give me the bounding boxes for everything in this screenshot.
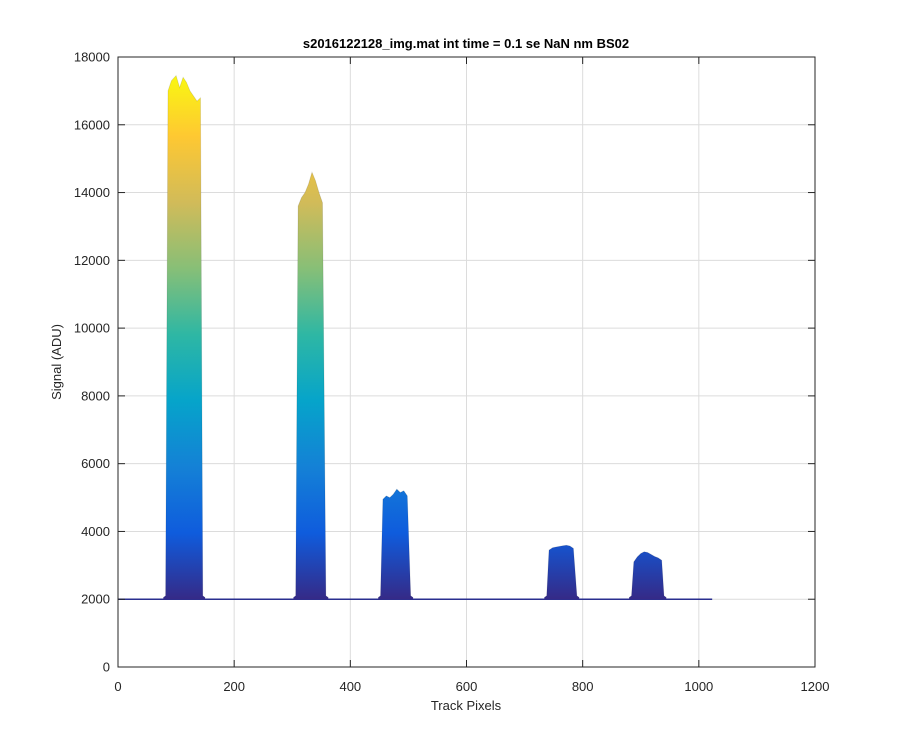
x-axis-label: Track Pixels [431, 698, 502, 713]
signal-band-2 [293, 172, 329, 600]
y-tick-label: 0 [103, 660, 110, 675]
signal-band-3-edge [377, 488, 414, 598]
signal-band-3 [378, 489, 414, 600]
x-tick-label: 0 [114, 679, 121, 694]
y-tick-label: 18000 [74, 50, 110, 65]
signal-band-2-edge [293, 170, 329, 598]
signal-band-4-edge [544, 544, 580, 598]
y-axis-label: Signal (ADU) [49, 324, 64, 400]
y-tick-label: 10000 [74, 321, 110, 336]
data-layer [118, 74, 713, 600]
y-tick-label: 14000 [74, 185, 110, 200]
y-tick-label: 2000 [81, 592, 110, 607]
grid [118, 57, 815, 667]
signal-band-5-edge [628, 551, 667, 598]
x-tick-label: 600 [456, 679, 478, 694]
x-tick-label: 200 [223, 679, 245, 694]
chart-title: s2016122128_img.mat int time = 0.1 se Na… [303, 36, 629, 51]
y-tick-label: 8000 [81, 388, 110, 403]
x-tick-label: 400 [339, 679, 361, 694]
signal-band-5 [629, 551, 667, 600]
y-tick-label: 6000 [81, 456, 110, 471]
x-tick-label: 800 [572, 679, 594, 694]
axis-ticks: 0 200 400 600 800 1000 12000200040006000800010… [74, 50, 830, 695]
y-tick-label: 12000 [74, 253, 110, 268]
x-tick-label: 1000 [684, 679, 713, 694]
y-tick-label: 4000 [81, 524, 110, 539]
signal-band-1 [163, 75, 206, 600]
x-tick-label: 1200 [801, 679, 830, 694]
signal-band-1-edge [163, 74, 206, 598]
y-tick-label: 16000 [74, 117, 110, 132]
signal-band-4 [544, 545, 580, 600]
